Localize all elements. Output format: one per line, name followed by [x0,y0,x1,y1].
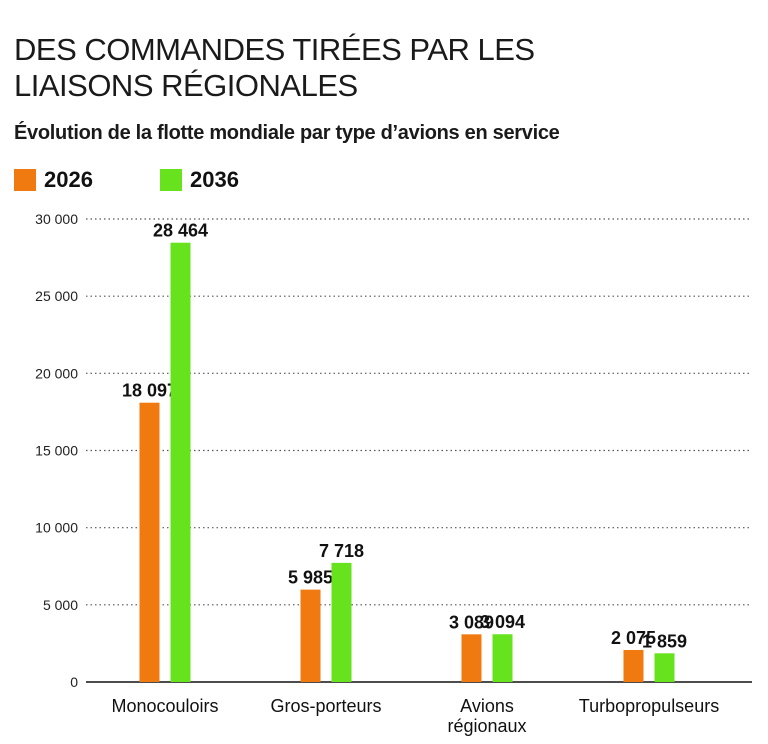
category-label-0: Monocouloirs [111,696,218,716]
data-label-2026-3: 2 075 [611,628,656,648]
data-label-2026-0: 18 097 [122,381,177,401]
bar-2036-0 [170,242,191,682]
bar-2036-3 [654,653,675,682]
category-label-2: régionaux [447,716,526,736]
bar-2036-1 [331,562,352,682]
y-tick-label: 10 000 [35,520,78,536]
data-label-2036-1: 7 718 [319,541,364,561]
bar-2026-1 [300,589,321,682]
y-tick-label: 25 000 [35,288,78,304]
data-label-2036-0: 28 464 [153,221,208,241]
y-tick-label: 20 000 [35,365,78,381]
data-label-2026-2: 3 089 [449,612,494,632]
category-label-1: Gros-porteurs [270,696,381,716]
legend-label-2036: 2036 [190,167,239,192]
legend-swatch-2036 [160,169,182,191]
bar-2026-0 [139,402,160,682]
y-tick-label: 30 000 [35,211,78,227]
bar-2026-3 [623,649,644,682]
chart-title: DES COMMANDES TIRÉES PAR LES LIAISONS RÉ… [14,32,574,104]
bar-2026-2 [461,634,482,682]
data-label-2026-1: 5 985 [288,568,333,588]
chart-title-line-2: LIAISONS RÉGIONALES [14,68,358,103]
data-label-2036-3: 1 859 [642,631,687,651]
y-tick-label: 15 000 [35,443,78,459]
y-tick-label: 0 [70,674,78,690]
category-label-2: Avions [460,696,514,716]
category-label-3: Turbopropulseurs [579,696,719,716]
chart-title-line-1: DES COMMANDES TIRÉES PAR LES [14,32,535,67]
data-label-2036-2: 3 094 [480,612,525,632]
chart-subtitle: Évolution de la flotte mondiale par type… [14,122,560,144]
y-tick-label: 5 000 [43,597,78,613]
legend-label-2026: 2026 [44,167,93,192]
bar-chart: 0 5 000 10 000 15 000 20 000 25 000 30 000 18 0… [35,211,752,736]
bar-2036-2 [492,634,513,682]
legend-swatch-2026 [14,169,36,191]
